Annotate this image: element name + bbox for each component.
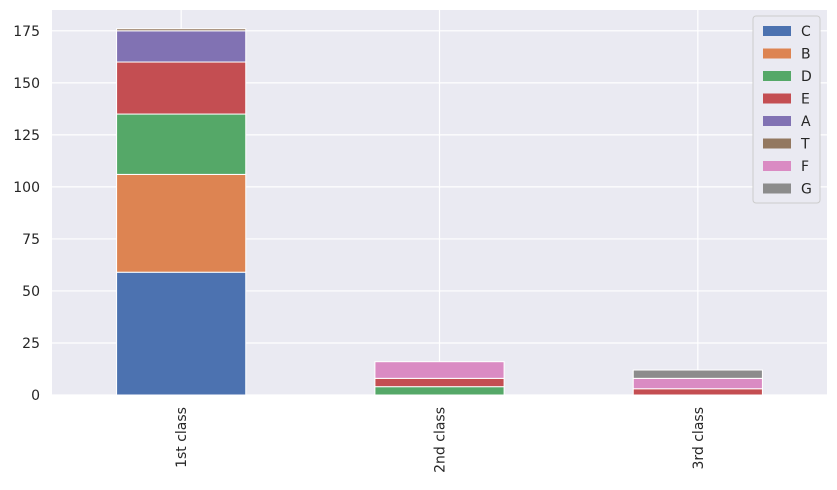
y-tick-label: 50 — [22, 284, 40, 300]
legend-label-B: B — [801, 47, 811, 63]
y-tick-label: 150 — [13, 76, 40, 92]
legend-label-F: F — [801, 159, 809, 175]
legend-swatch-B — [763, 48, 791, 59]
legend-box — [752, 15, 821, 204]
bar-segment-C-1 — [116, 271, 247, 396]
bar-segment-E-3 — [632, 388, 763, 396]
legend-label-T: T — [800, 137, 810, 153]
legend-label-D: D — [801, 69, 812, 85]
bar-segment-D-2 — [374, 386, 505, 396]
x-tick-label: 1st class — [174, 407, 190, 468]
bar-segment-E-1 — [116, 61, 247, 115]
bar-segment-F-2 — [374, 361, 505, 379]
legend-label-A: A — [801, 114, 811, 130]
y-tick-label: 100 — [13, 180, 40, 196]
bar-segment-F-3 — [632, 377, 763, 390]
bar-segment-G-3 — [632, 369, 763, 379]
x-axis: 1st class 2nd class 3rd class — [174, 407, 707, 473]
y-tick-label: 0 — [31, 388, 40, 404]
bar-segment-D-1 — [116, 113, 247, 175]
x-tick-label: 2nd class — [433, 407, 449, 473]
bar-segment-E-2 — [374, 377, 505, 388]
x-tick-label: 3rd class — [691, 407, 707, 470]
y-tick-label: 125 — [13, 128, 40, 144]
y-tick-label: 75 — [22, 232, 40, 248]
legend-label-C: C — [801, 24, 811, 40]
bar-segment-B-1 — [116, 173, 247, 273]
y-axis: 0 25 50 75 100 125 150 175 — [13, 24, 40, 404]
bar-segment-A-1 — [116, 30, 247, 63]
y-tick-label: 175 — [13, 24, 40, 40]
legend-swatch-E — [763, 93, 791, 104]
legend-swatch-F — [763, 161, 791, 171]
legend-swatch-D — [763, 71, 791, 81]
legend-swatch-G — [763, 183, 791, 194]
bar-segment-T-1 — [116, 28, 247, 32]
legend-swatch-T — [763, 138, 791, 149]
legend-label-G: G — [801, 182, 812, 198]
y-tick-label: 25 — [22, 336, 40, 352]
legend-swatch-C — [763, 26, 791, 36]
bars — [116, 28, 763, 396]
legend-label-E: E — [801, 92, 810, 108]
legend-swatch-A — [763, 116, 791, 126]
